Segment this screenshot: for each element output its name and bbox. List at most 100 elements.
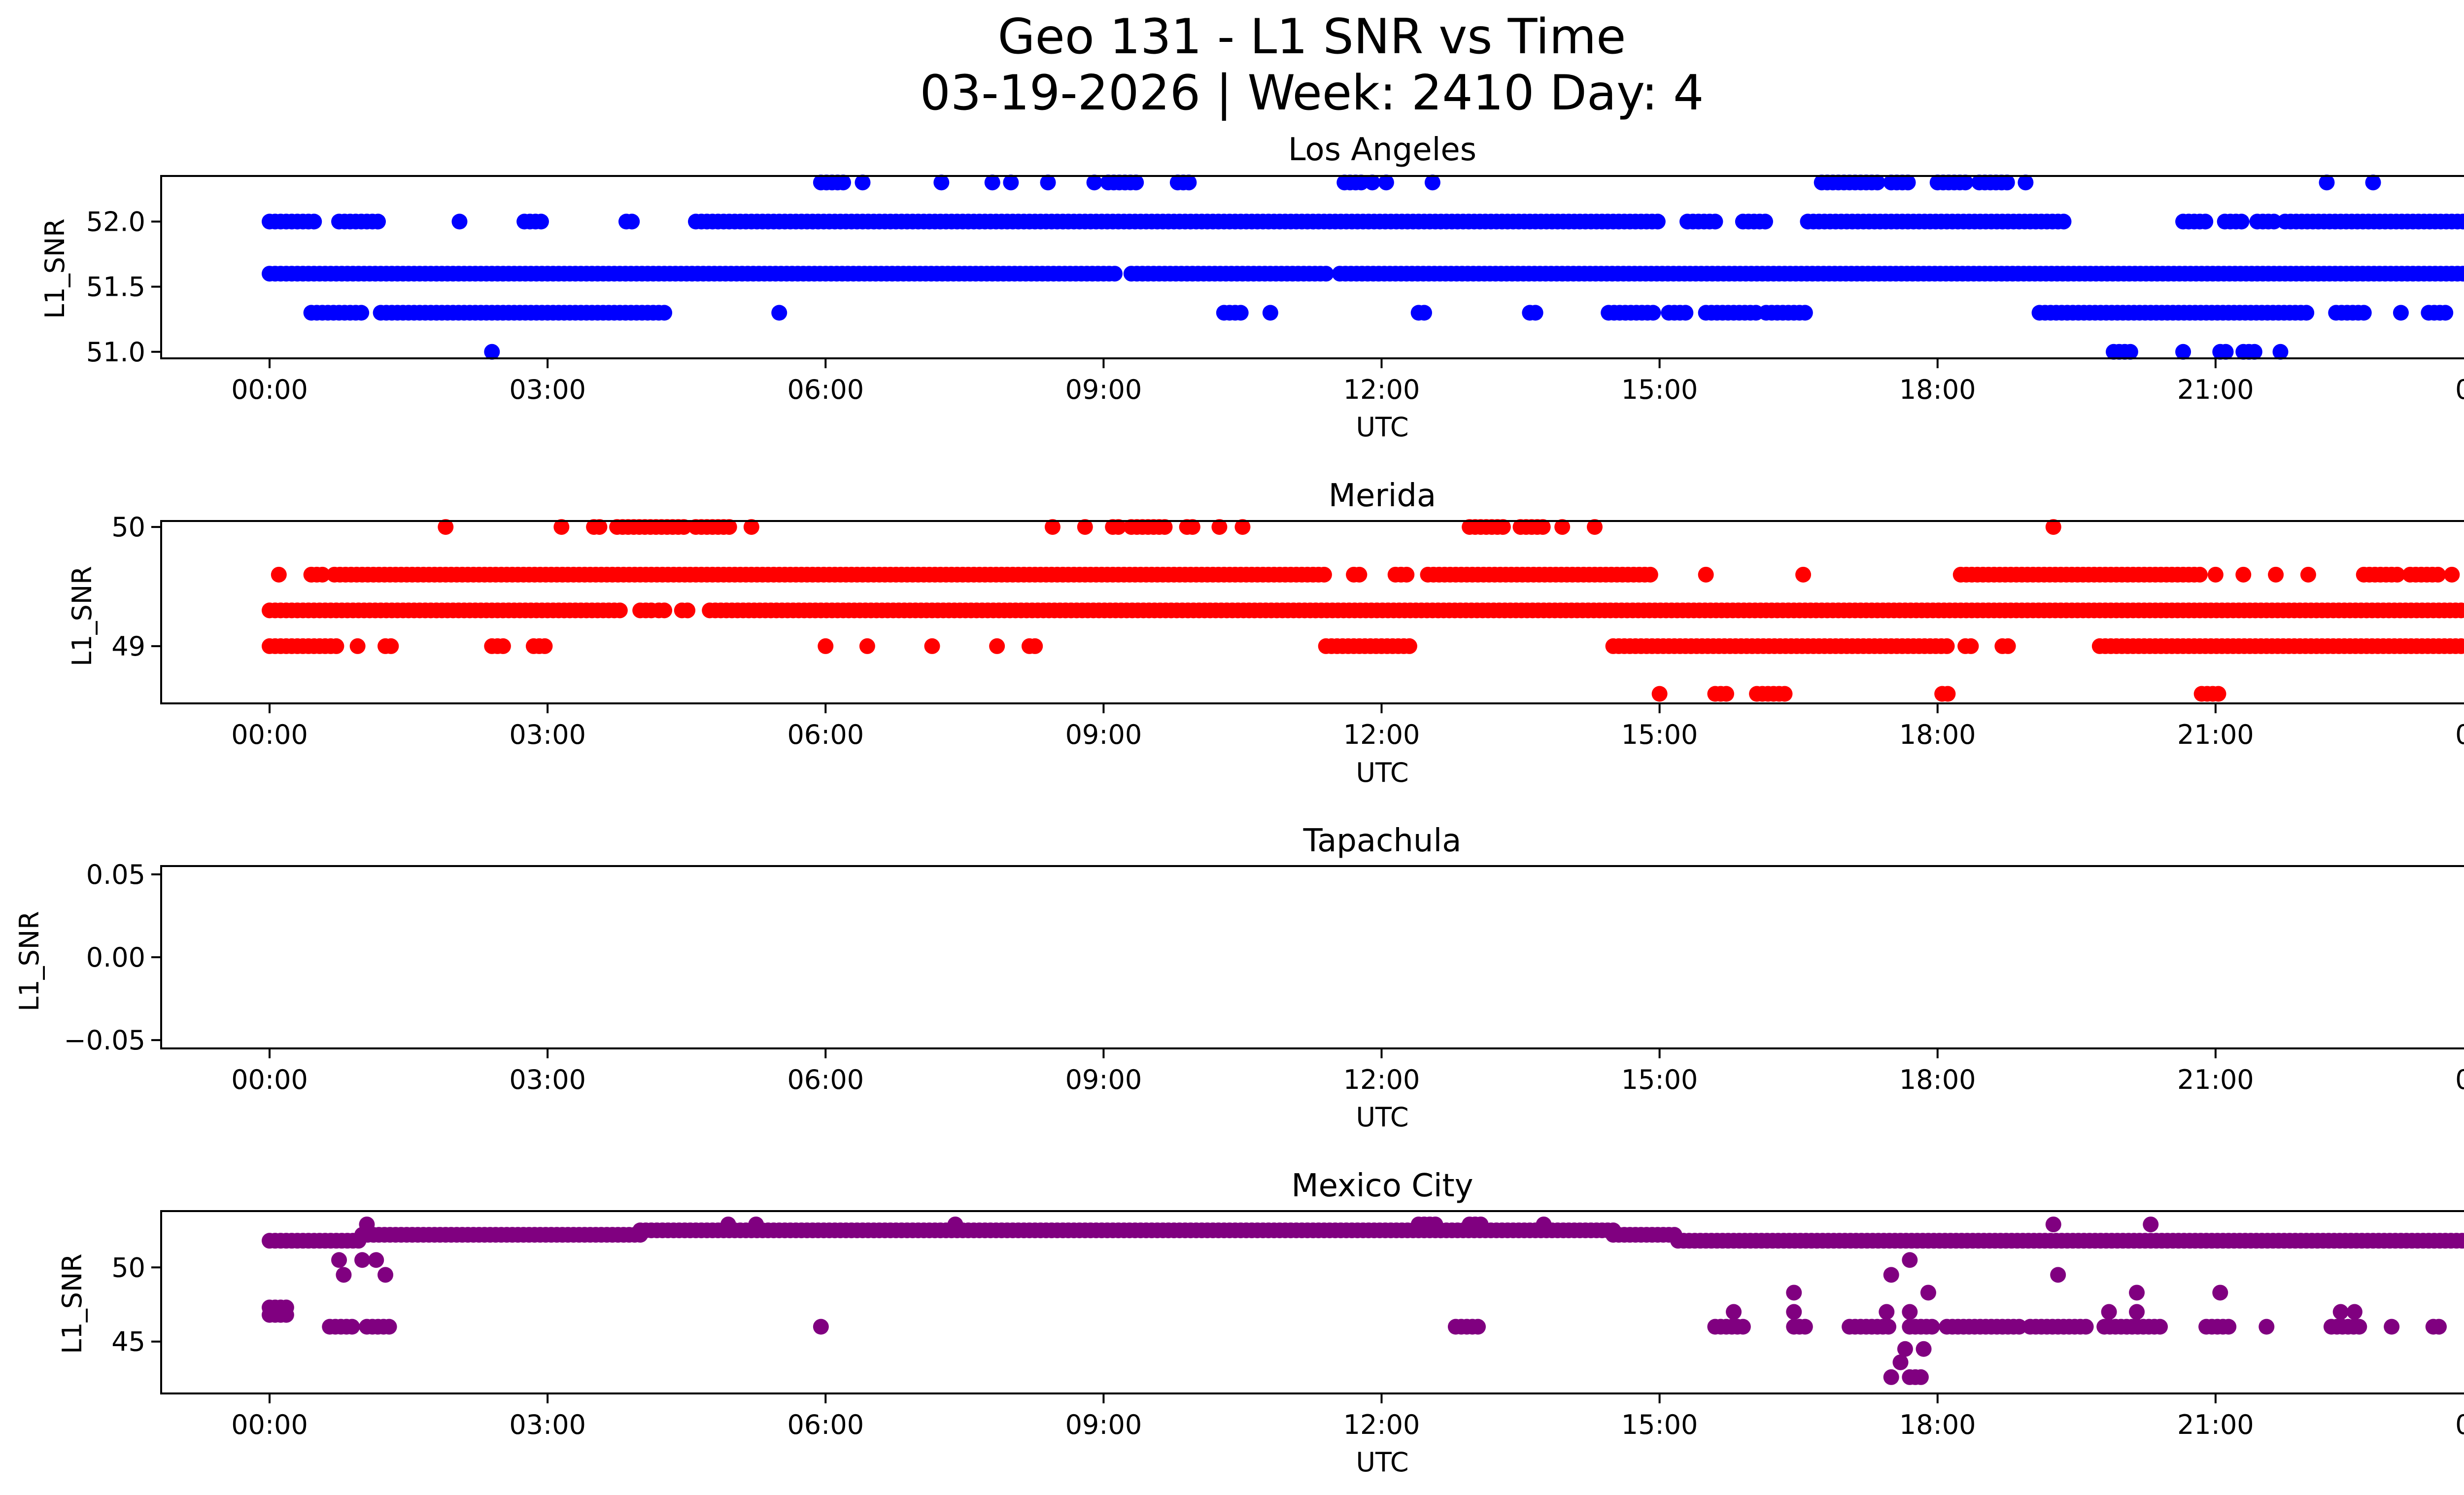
data-point [924,638,940,654]
data-point [1881,1319,1897,1335]
data-point [381,1319,397,1335]
data-point [306,213,322,230]
x-axis-label: UTC [1356,1447,1408,1478]
data-point [2129,1304,2145,1320]
data-point [2175,344,2191,360]
y-tick-label: 51.5 [86,272,145,303]
axis-ticks: 00:00 03:00 06:00 09:00 12:00 15:00 18:00 21:00… [111,512,2464,750]
data-point [2259,1319,2275,1335]
data-point [1916,1341,1932,1357]
data-point [1086,174,1102,191]
data-point [680,602,696,619]
data-point [1044,519,1061,535]
data-point [2272,344,2289,360]
data-point [2122,344,2138,360]
data-point [344,1319,360,1335]
panel-title: Mexico City [1291,1168,1473,1204]
x-tick-label: 00:00 [2455,1409,2464,1440]
data-point [1364,174,1380,191]
data-point [818,638,834,654]
data-point [1883,1267,1899,1283]
data-point [1527,305,1543,321]
x-tick-label: 21:00 [2177,1064,2254,1095]
data-point [1535,519,1551,535]
data-point [1677,305,1694,321]
data-point [1645,305,1661,321]
panel-los-angeles: Los Angeles UTC L1_SNR 00:00 03:00 06:00 09… [39,132,2464,443]
data-point [835,174,851,191]
data-point [484,344,500,360]
data-point [495,638,511,654]
data-point [2218,344,2234,360]
panel-title: Merida [1329,478,1437,514]
axis-ticks: 00:00 03:00 06:00 09:00 12:00 15:00 18:00 21:00… [111,1252,2464,1440]
data-point [383,638,399,654]
data-point [1262,305,1278,321]
y-tick-label: −0.05 [64,1025,145,1056]
data-point [1777,686,1793,702]
x-tick-label: 00:00 [231,719,308,750]
data-point [2055,213,2072,230]
x-tick-label: 09:00 [1065,374,1142,405]
x-tick-label: 18:00 [1899,1409,1976,1440]
data-point [1786,1304,1802,1320]
axis-ticks: 00:00 03:00 06:00 09:00 12:00 15:00 18:00 21:00… [64,859,2464,1095]
y-tick-label: 50 [111,1252,145,1283]
data-point [2235,566,2252,583]
x-tick-label: 12:00 [1343,1064,1420,1095]
data-point [1642,566,1658,583]
x-tick-label: 09:00 [1065,1064,1142,1095]
data-point [656,305,673,321]
data-point [2430,566,2446,583]
data-point [1869,174,1885,191]
x-tick-label: 09:00 [1065,719,1142,750]
data-point [1902,1304,1918,1320]
data-point [1128,174,1144,191]
data-point [2300,566,2316,583]
x-tick-label: 21:00 [2177,1409,2254,1440]
data-point [1401,638,1417,654]
x-tick-label: 06:00 [787,1064,864,1095]
x-tick-label: 12:00 [1343,374,1420,405]
data-point [1416,305,1432,321]
data-point [1797,305,1813,321]
data-point [1027,638,1043,654]
y-tick-label: 0.05 [86,859,145,890]
data-point [1879,1304,1895,1320]
data-point [2152,1319,2168,1335]
scatter-points [262,1217,2464,1385]
x-tick-label: 18:00 [1899,719,1976,750]
y-axis-label: L1_SNR [39,218,70,319]
data-point [2460,1233,2464,1248]
data-point [1181,174,1197,191]
data-point [1666,1227,1682,1243]
panel-tapachula: Tapachula UTC L1_SNR 00:00 03:00 06:00 09:0… [14,823,2464,1133]
x-tick-label: 00:00 [2455,1064,2464,1095]
data-point [1795,566,1812,583]
data-point [2233,213,2250,230]
x-tick-label: 15:00 [1621,374,1698,405]
panel-title: Tapachula [1303,823,1462,859]
data-point [2437,305,2454,321]
x-tick-label: 09:00 [1065,1409,1142,1440]
y-tick-label: 0.00 [86,942,145,973]
scatter-points [262,519,2464,702]
data-point [2045,519,2061,535]
data-point [933,174,950,191]
data-point [1940,686,1956,702]
data-point [314,566,331,583]
data-point [1106,266,1123,282]
data-point [2365,174,2381,191]
data-point [1470,1319,1486,1335]
data-point [855,174,871,191]
x-tick-label: 18:00 [1899,1064,1976,1095]
data-point [1651,686,1668,702]
data-point [591,519,608,535]
x-tick-label: 03:00 [509,374,586,405]
y-axis-label: L1_SNR [57,1253,88,1354]
data-point [1924,1319,1940,1335]
x-tick-label: 21:00 [2177,374,2254,405]
data-point [1649,213,1666,230]
data-point [271,566,287,583]
data-point [1939,638,1955,654]
